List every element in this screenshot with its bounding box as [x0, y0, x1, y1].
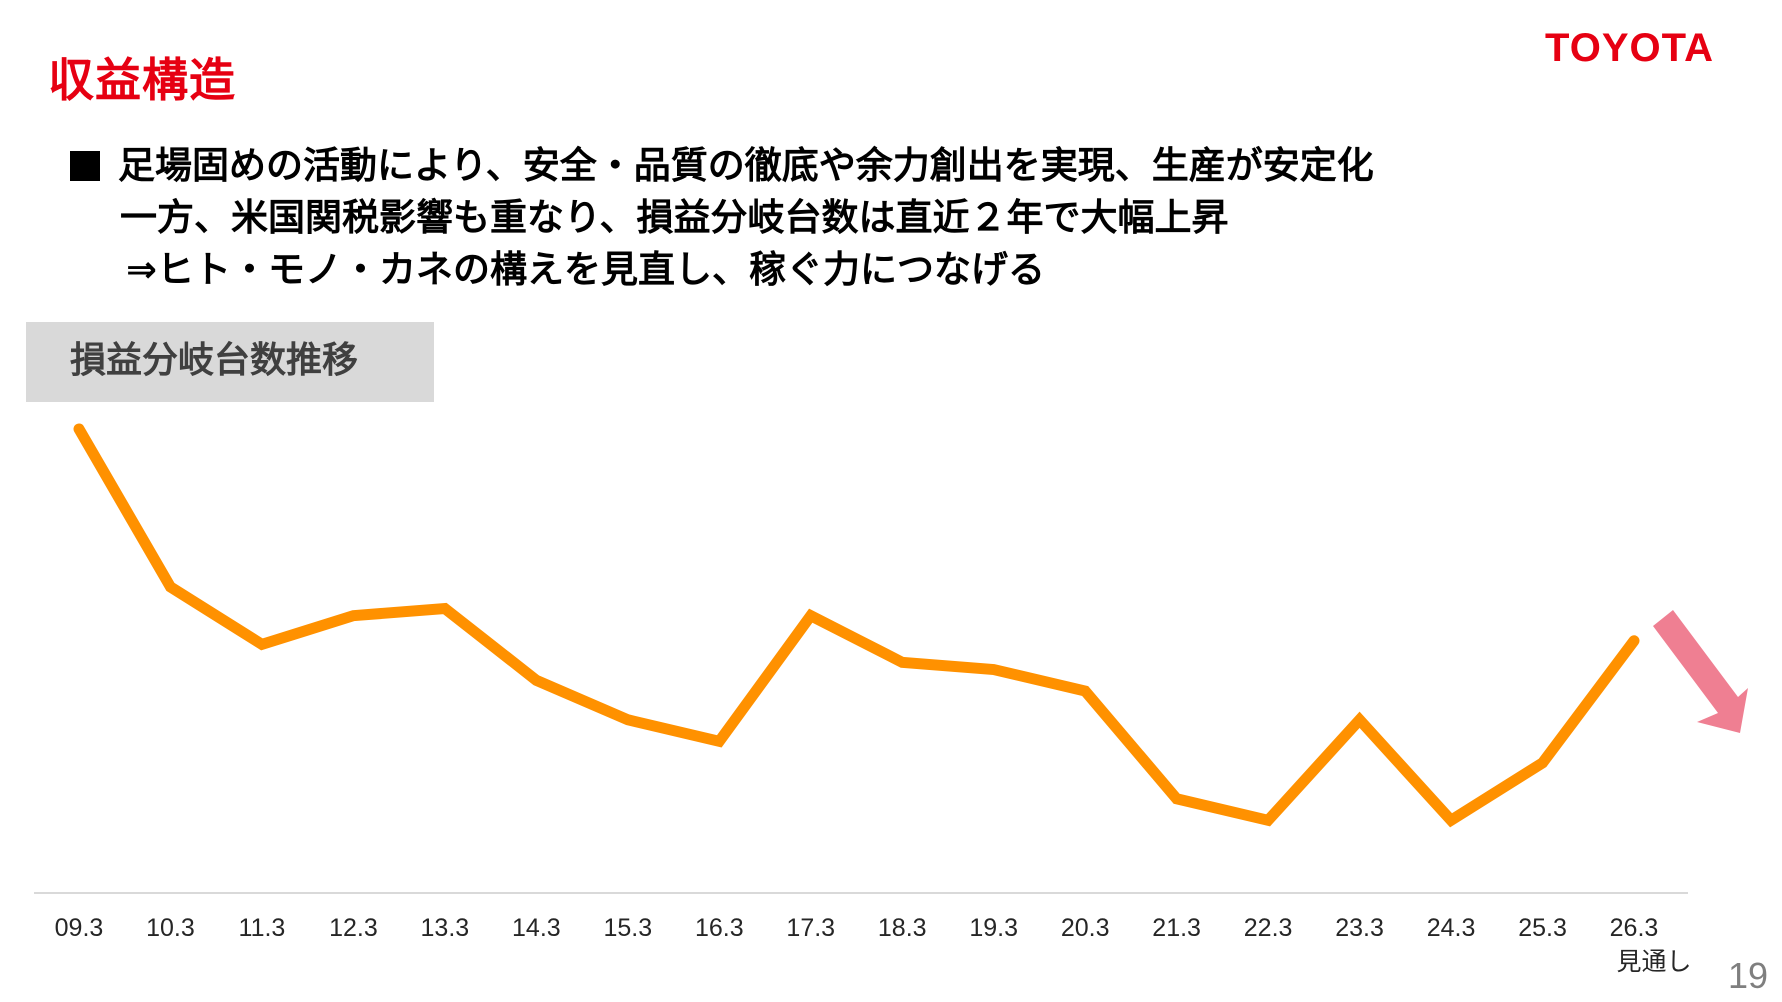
- bullet-list: 足場固めの活動により、安全・品質の徹底や余力創出を実現、生産が安定化 一方、米国…: [66, 140, 1374, 296]
- bullet-text: 一方、米国関税影響も重なり、損益分岐台数は直近２年で大幅上昇: [120, 196, 1229, 239]
- bullet-line-1: 足場固めの活動により、安全・品質の徹底や余力創出を実現、生産が安定化: [66, 140, 1374, 192]
- down-arrow-icon: [1653, 610, 1748, 733]
- x-tick-label: 15.3: [603, 914, 652, 942]
- bullet-line-3: ⇒ヒト・モノ・カネの構えを見直し、稼ぐ力につなげる: [66, 244, 1374, 296]
- x-tick-label: 14.3: [512, 914, 561, 942]
- x-axis-labels: 09.3 10.3 11.3 12.3 13.3 14.3 15.3 16.3 17.3 18.3…: [55, 914, 1692, 976]
- x-tick-label: 22.3: [1244, 914, 1293, 942]
- x-tick-label: 11.3: [239, 914, 286, 942]
- x-tick-label: 25.3: [1518, 914, 1567, 942]
- x-tick-label: 23.3: [1335, 914, 1384, 942]
- x-tick-label: 13.3: [421, 914, 470, 942]
- x-tick-label: 17.3: [786, 914, 835, 942]
- x-tick-label: 12.3: [329, 914, 378, 942]
- x-tick-label: 26.3: [1610, 914, 1659, 942]
- bullet-line-2: 一方、米国関税影響も重なり、損益分岐台数は直近２年で大幅上昇: [66, 192, 1374, 244]
- page-number: 19: [1728, 955, 1769, 996]
- bullet-text: ⇒ヒト・モノ・カネの構えを見直し、稼ぐ力につなげる: [126, 248, 1046, 291]
- section-header-box: 損益分岐台数推移: [26, 322, 434, 402]
- x-tick-label: 09.3: [55, 914, 104, 942]
- x-tick-label: 24.3: [1427, 914, 1476, 942]
- toyota-logo: TOYOTA: [1545, 26, 1714, 70]
- series-polyline: [73, 423, 1640, 828]
- x-tick-label: 20.3: [1061, 914, 1110, 942]
- x-tick-label: 16.3: [695, 914, 744, 942]
- section-label: 損益分岐台数推移: [70, 340, 359, 381]
- bullet-text: 足場固めの活動により、安全・品質の徹底や余力創出を実現、生産が安定化: [118, 144, 1374, 187]
- x-tick-label: 10.3: [146, 914, 195, 942]
- x-tick-label: 18.3: [878, 914, 927, 942]
- x-tick-label: 21.3: [1152, 914, 1201, 942]
- x-tick-note: 見通し: [1616, 948, 1691, 976]
- x-tick-label: 19.3: [969, 914, 1018, 942]
- slide-title: 収益構造: [48, 53, 236, 107]
- square-bullet-icon: [66, 146, 106, 186]
- series-line: [73, 423, 1640, 828]
